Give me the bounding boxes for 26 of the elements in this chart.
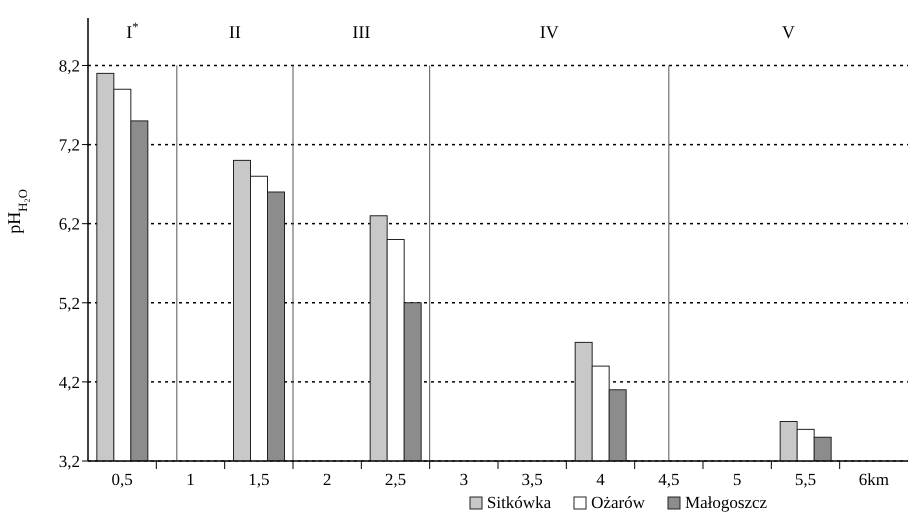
x-tick-label: 2 (322, 470, 332, 489)
y-tick-label: 5,2 (58, 294, 80, 313)
annotation: I$^{*}$ (126, 20, 139, 42)
y-tick-label: 7,2 (58, 136, 80, 155)
x-tick-label: 3 (460, 470, 468, 489)
x-tick-label: 0,5 (112, 470, 133, 489)
annotation: III (352, 22, 370, 42)
y-tick-label: 8,2 (58, 56, 80, 76)
x-tick-label: 4,5 (658, 470, 680, 489)
annotation: II (228, 22, 241, 42)
y-tick-label: 3,2 (58, 452, 80, 472)
x-tick-label: 4 (596, 470, 606, 489)
x-tick-label: 1,5 (248, 470, 270, 489)
x-tick-label: 3,5 (522, 470, 543, 489)
x-tick-label: 1 (186, 470, 195, 489)
y-tick-label: 4,2 (58, 372, 80, 392)
x-tick-label: 2,5 (384, 470, 406, 489)
annotation: IV (540, 22, 559, 42)
legend-label: Sitkówka (486, 493, 552, 513)
legend-label: Małogoszcz (684, 493, 768, 513)
x-tick-label: 5 (732, 470, 742, 489)
y-tick-label: 6,2 (58, 214, 80, 234)
x-tick-label: 6km (858, 470, 889, 489)
x-tick-label: 5,5 (794, 470, 816, 489)
annotation: V (782, 22, 795, 42)
legend-label: Ożarów (590, 493, 645, 513)
